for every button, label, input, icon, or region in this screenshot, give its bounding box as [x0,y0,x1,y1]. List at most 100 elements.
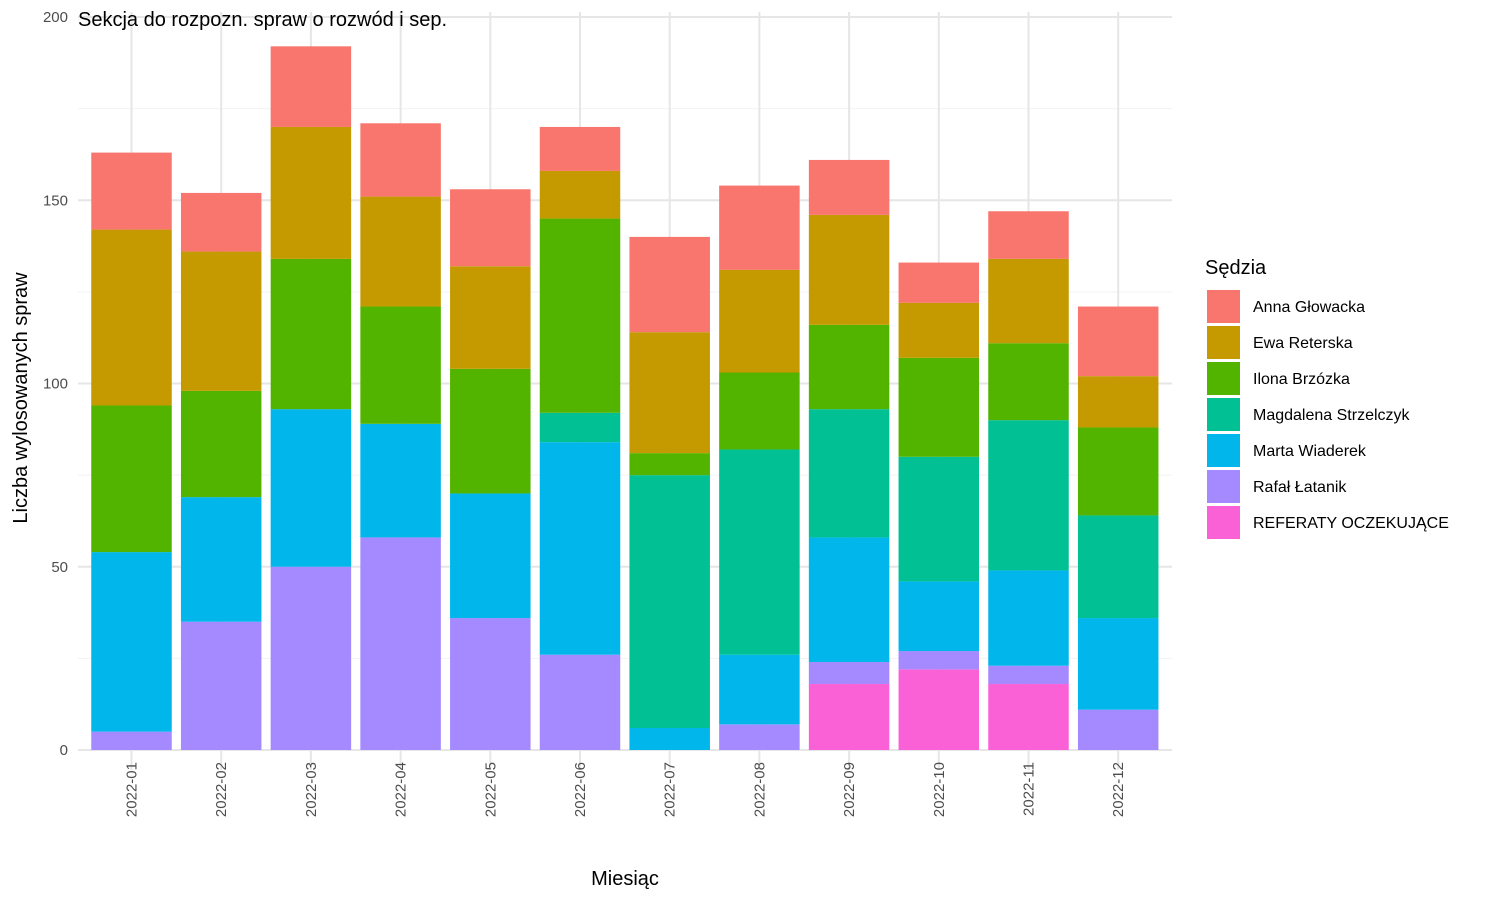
y-tick-label: 50 [51,559,68,576]
bar-segment [360,123,441,197]
bar-segment [719,372,800,450]
bar-segment [988,684,1069,750]
bar-segment [629,236,710,333]
bar-segment [808,684,890,750]
bar-segment [1077,618,1159,710]
x-tick-label: 2022-11 [1021,762,1038,816]
y-tick-label: 100 [43,376,68,393]
bar-segment [808,409,890,538]
bar-segment [360,537,441,750]
x-tick-label: 2022-10 [931,762,948,817]
bar-segment [91,552,172,732]
bar-segment [719,185,800,270]
x-tick-label: 2022-02 [213,762,230,817]
y-axis-ticks: 0 50 100 150 200 [43,9,68,759]
bar-segment [898,262,980,303]
bar-segment [1077,376,1159,428]
bar-segment [719,654,800,725]
x-tick-label: 2022-06 [572,762,589,817]
legend-title: Sędzia [1205,257,1267,279]
bar-segment [91,405,172,553]
bar-segment [719,449,800,655]
bar-segment [270,126,352,259]
bar-segment [180,621,262,750]
x-tick-label: 2022-04 [393,762,410,817]
y-tick-label: 150 [43,192,68,209]
legend: Sędzia Anna Głowacka Ewa Reterska Ilona Br… [1205,257,1449,539]
bar-segment [898,302,980,358]
bar-segment [988,343,1069,421]
x-axis-title: Miesiąc [591,868,659,890]
legend-label: Magdalena Strzelczyk [1253,407,1411,424]
bar-segment [180,497,262,622]
bar-segment [988,211,1069,259]
bar-segment [450,493,531,619]
y-tick-label: 200 [43,9,68,26]
y-axis-title: Liczba wylosowanych spraw [10,272,32,524]
legend-key [1207,326,1240,359]
bar-segment [898,669,980,750]
legend-label: Rafał Łatanik [1253,479,1347,496]
bar-segment [988,258,1069,344]
bar-segment [360,306,441,424]
bar-segment [808,662,890,685]
bar-segment [450,189,531,267]
bar-segment [808,214,890,325]
bar-segment [898,651,980,670]
legend-label: Ewa Reterska [1253,335,1353,352]
bar-segment [898,581,980,652]
x-axis-ticks: 2022-01 2022-02 2022-03 2022-04 2022-05 2022-… [124,762,1128,817]
bar-segment [988,420,1069,571]
x-tick-label: 2022-09 [841,762,858,817]
bar-segment [180,192,262,252]
y-tick-label: 0 [60,742,68,759]
bar-segment [1077,709,1159,750]
bar-segment [1077,515,1159,619]
bar-segment [270,409,352,567]
bar-segment [539,412,621,443]
bar-segment [808,159,890,215]
legend-key [1207,506,1240,539]
x-tick-label: 2022-03 [303,762,320,817]
bar-segment [719,724,800,750]
x-tick-label: 2022-12 [1110,762,1127,817]
bar-segment [539,126,621,171]
bar-segment [629,332,710,454]
bar-segment [539,654,621,750]
x-tick-label: 2022-08 [751,762,768,817]
legend-key [1207,434,1240,467]
bar-segment [450,618,531,750]
bar-segment [808,324,890,410]
bar-segment [898,456,980,582]
x-tick-label: 2022-01 [124,762,141,817]
legend-label: REFERATY OCZEKUJĄCE [1253,515,1449,532]
bar-segment [91,152,172,230]
legend-key [1207,362,1240,395]
bar-segment [180,251,262,391]
bar-segment [539,442,621,655]
bar-segment [270,258,352,410]
x-tick-label: 2022-07 [662,762,679,817]
bar-segment [539,218,621,413]
bar-segment [629,728,710,750]
bar-segment [360,423,441,538]
bar-segment [988,665,1069,685]
bar-segment [91,229,172,406]
bar-segment [719,269,800,373]
bar-segment [629,475,710,729]
legend-key [1207,470,1240,503]
legend-key [1207,398,1240,431]
bar-segment [988,570,1069,666]
bars [91,46,1159,750]
bar-segment [450,266,531,369]
bar-segment [629,453,710,476]
bar-segment [360,196,441,307]
legend-key [1207,290,1240,323]
bar-segment [1077,427,1159,516]
bar-segment [539,170,621,219]
legend-label: Marta Wiaderek [1253,443,1367,460]
bar-segment [180,390,262,498]
bar-segment [1077,306,1159,377]
legend-label: Ilona Brzózka [1253,371,1350,388]
